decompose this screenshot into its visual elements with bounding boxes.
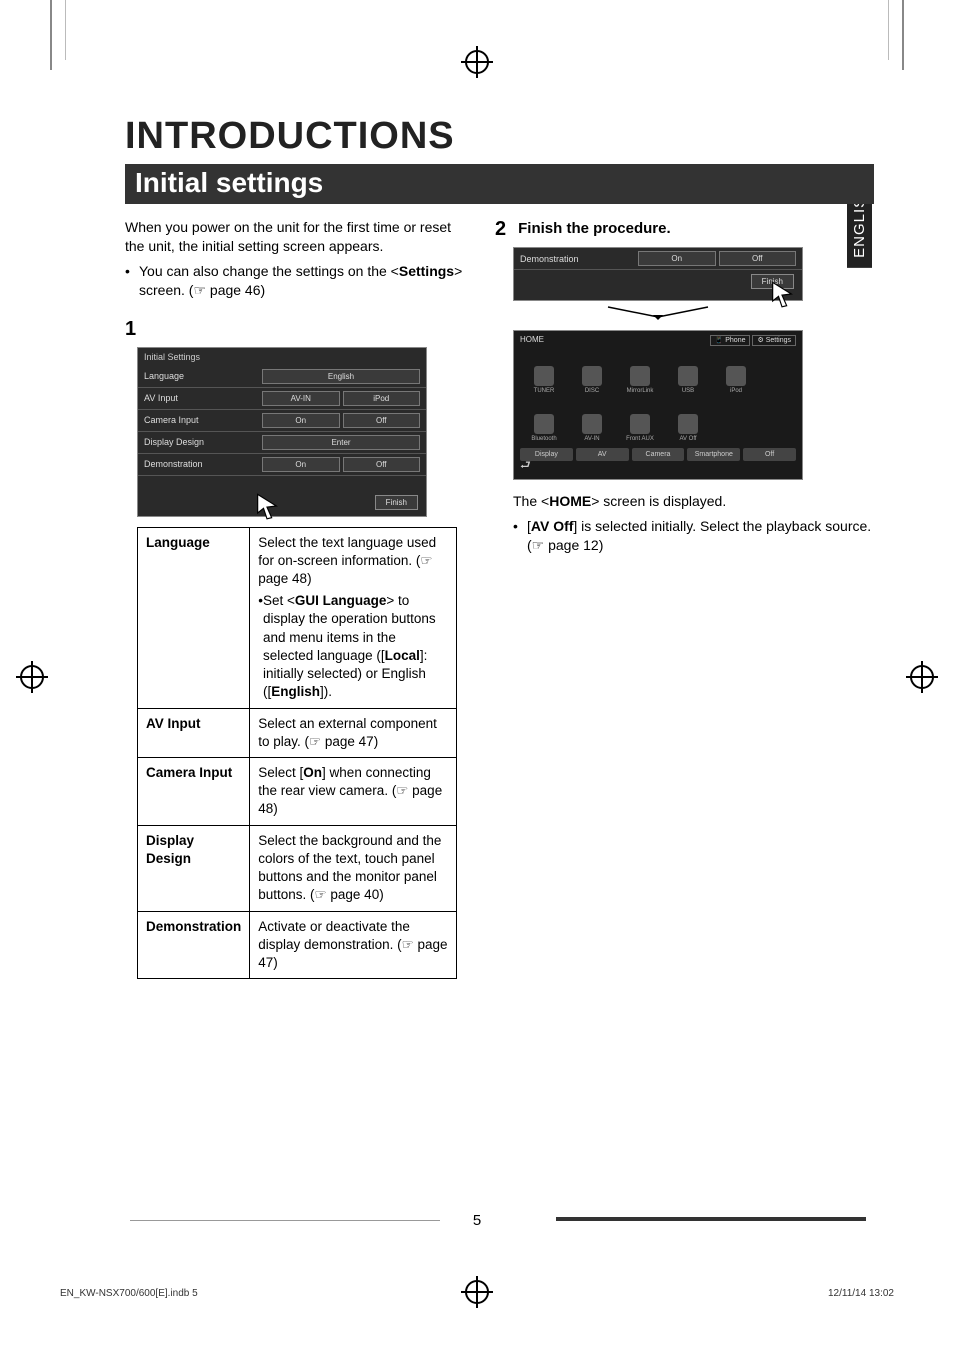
flow-arrow-icon	[513, 301, 803, 330]
registration-mark	[910, 665, 934, 689]
footer-rule	[556, 1217, 866, 1221]
home-bottom-tab: Smartphone	[687, 448, 740, 461]
home-tile: AV Off	[666, 398, 710, 442]
home-tile: iPod	[714, 350, 758, 394]
section-heading: Initial settings	[125, 164, 874, 204]
screenshot-row: Display DesignEnter	[138, 432, 426, 454]
home-tile: Bluetooth	[522, 398, 566, 442]
crop-mark	[888, 0, 889, 60]
page-title: INTRODUCTIONS	[125, 115, 874, 158]
table-row: Camera InputSelect [On] when connecting …	[138, 757, 457, 825]
cursor-icon	[768, 280, 796, 308]
step-1-number: 1	[125, 318, 465, 341]
intro-bullet: • You can also change the settings on th…	[125, 262, 465, 300]
footer-timestamp: 12/11/14 13:02	[828, 1288, 894, 1299]
registration-mark	[465, 50, 489, 74]
page-content: INTRODUCTIONS Initial settings When you …	[125, 115, 874, 1234]
demonstration-row-screenshot: Demonstration On Off Finish	[513, 247, 803, 301]
home-tile: MirrorLink	[618, 350, 662, 394]
screenshot-row: AV InputAV-INiPod	[138, 388, 426, 410]
crop-mark	[65, 0, 66, 60]
settings-table: LanguageSelect the text language used fo…	[137, 527, 457, 980]
table-row: AV InputSelect an external component to …	[138, 708, 457, 757]
table-row: Display DesignSelect the background and …	[138, 825, 457, 911]
crop-mark	[902, 0, 904, 70]
cursor-icon	[253, 492, 281, 520]
initial-settings-screenshot: Initial Settings LanguageEnglishAV Input…	[137, 347, 427, 517]
finish-screenshot-group: Demonstration On Off Finish HOME	[513, 247, 803, 480]
screenshot-row: DemonstrationOnOff	[138, 454, 426, 476]
home-screen-screenshot: HOME 📱 Phone⚙ Settings TUNERDISCMirrorLi…	[513, 330, 803, 480]
home-tile: Front AUX	[618, 398, 662, 442]
step-2-number: 2	[495, 218, 506, 241]
crop-mark	[50, 0, 52, 70]
home-tile: DISC	[570, 350, 614, 394]
finish-button-image: Finish	[375, 495, 418, 510]
registration-mark	[20, 665, 44, 689]
home-bottom-tab: Off	[743, 448, 796, 461]
avoff-note: • [AV Off] is selected initially. Select…	[513, 517, 874, 555]
registration-mark	[465, 1280, 489, 1304]
screenshot-header: Initial Settings	[138, 348, 426, 366]
home-tile: TUNER	[522, 350, 566, 394]
table-row: LanguageSelect the text language used fo…	[138, 527, 457, 708]
home-tile: USB	[666, 350, 710, 394]
step-2-label: Finish the procedure.	[518, 220, 671, 237]
home-bottom-tab: AV	[576, 448, 629, 461]
home-note: The <HOME> screen is displayed.	[513, 492, 874, 511]
footer-filename: EN_KW-NSX700/600[E].indb 5	[60, 1288, 198, 1299]
home-bottom-tab: Camera	[632, 448, 685, 461]
screenshot-row: Camera InputOnOff	[138, 410, 426, 432]
footer-rule	[130, 1220, 440, 1221]
intro-text: When you power on the unit for the first…	[125, 218, 465, 256]
table-row: DemonstrationActivate or deactivate the …	[138, 911, 457, 979]
page-number: 5	[473, 1212, 481, 1229]
screenshot-row: LanguageEnglish	[138, 366, 426, 388]
home-tile: AV-IN	[570, 398, 614, 442]
back-icon: ⮐	[520, 456, 531, 477]
